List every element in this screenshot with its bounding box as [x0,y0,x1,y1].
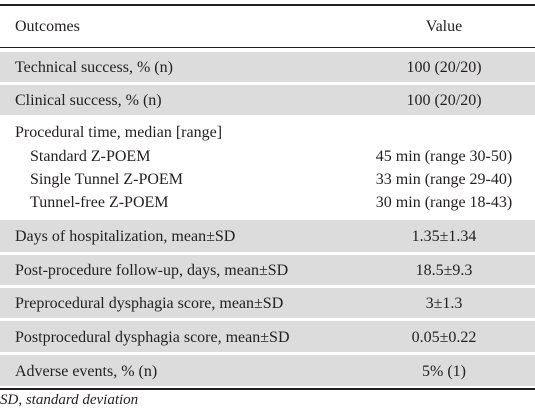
table-row: Post-procedure follow-up, days, mean±SD … [0,255,535,285]
table-footnote: SD, standard deviation [0,392,139,408]
table-row-procedural-time: Procedural time, median [range] Standard… [0,119,535,217]
row-label: Procedural time, median [range] [15,124,223,141]
table-row: Clinical success, % (n) 100 (20/20) [0,85,535,115]
row-value: 100 (20/20) [406,59,482,76]
row-value: 0.05±0.22 [411,329,477,346]
row-value: 100 (20/20) [406,92,482,109]
row-value: 5% (1) [422,363,466,380]
sub-row-label: Standard Z-POEM [30,148,151,165]
header-value: Value [425,18,463,35]
row-label: Days of hospitalization, mean±SD [15,228,236,245]
header-rule [0,47,535,48]
table-row: Preprocedural dysphagia score, mean±SD 3… [0,288,535,318]
table-row: Days of hospitalization, mean±SD 1.35±1.… [0,220,535,252]
sub-row-label: Tunnel-free Z-POEM [30,194,169,211]
table-row: Adverse events, % (n) 5% (1) [0,355,535,386]
row-value: 1.35±1.34 [411,228,477,245]
sub-row-value: 33 min (range 29-40) [375,171,513,188]
row-label: Preprocedural dysphagia score, mean±SD [15,295,284,312]
sub-row-value: 45 min (range 30-50) [375,148,513,165]
table-row: Technical success, % (n) 100 (20/20) [0,52,535,82]
row-label: Technical success, % (n) [15,59,173,76]
sub-row-label: Single Tunnel Z-POEM [30,171,183,188]
header-outcomes: Outcomes [15,18,80,35]
table-header-row: Outcomes Value [0,6,535,47]
row-value: 18.5±9.3 [415,262,473,279]
table-row: Postprocedural dysphagia score, mean±SD … [0,321,535,352]
sub-row-value: 30 min (range 18-43) [375,194,513,211]
row-value: 3±1.3 [425,295,463,312]
top-rule [0,4,535,6]
row-label: Clinical success, % (n) [15,92,162,109]
row-label: Post-procedure follow-up, days, mean±SD [15,262,289,279]
row-label: Postprocedural dysphagia score, mean±SD [15,329,290,346]
row-label: Adverse events, % (n) [15,363,158,380]
bottom-rule [0,388,535,390]
